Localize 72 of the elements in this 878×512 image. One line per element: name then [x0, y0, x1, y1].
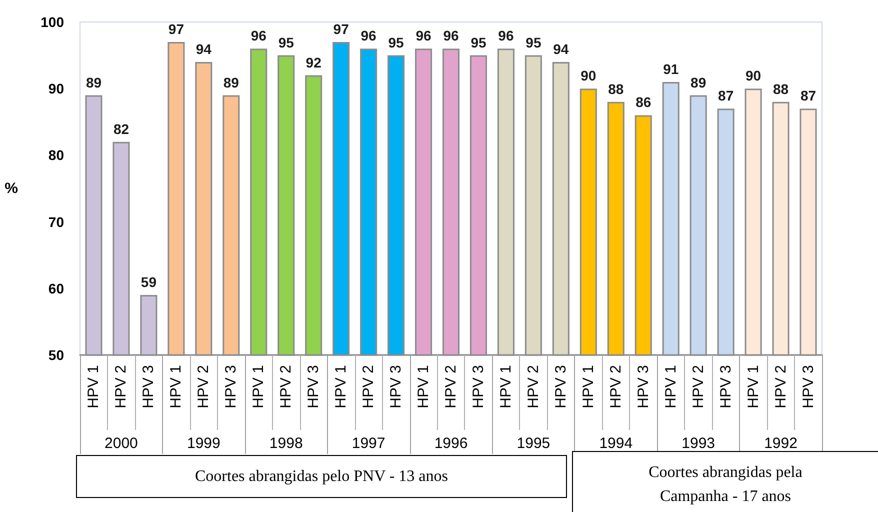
- data-label: 89: [690, 74, 706, 90]
- data-label: 59: [140, 274, 157, 290]
- data-label: 88: [772, 80, 789, 97]
- x-tick-label: HPV 2: [607, 365, 624, 408]
- text: 1997: [352, 435, 386, 452]
- data-label: 96: [360, 28, 377, 44]
- data-label: 95: [526, 34, 542, 50]
- x-tick-label: HPV 1: [744, 365, 762, 408]
- data-label: 89: [86, 74, 102, 90]
- y-tick-label: 80: [48, 147, 64, 164]
- text-box: Coortes abrangidas pela Campanha - 17 anos: [572, 451, 878, 512]
- text-box: Coortes abrangidas pelo PNV - 13 anos: [76, 455, 567, 498]
- x-tick-label: HPV 2: [112, 365, 130, 408]
- x-tick-label: HPV 3: [140, 365, 158, 408]
- y-tick-label: 90: [48, 80, 64, 97]
- x-tick-label: HPV 3: [470, 365, 487, 408]
- data-label: 96: [443, 28, 459, 44]
- y-tick-label: 60: [48, 280, 64, 296]
- data-label: 97: [333, 20, 350, 37]
- x-tick-label: HPV 2: [690, 365, 707, 408]
- data-label: 90: [746, 68, 762, 84]
- data-label: 97: [168, 20, 184, 37]
- text: 1998: [269, 435, 303, 452]
- text: 2000: [104, 435, 138, 452]
- x-tick-label: HPV 3: [800, 365, 817, 408]
- x-tick-label: HPV 1: [497, 365, 514, 408]
- data-label: 89: [223, 74, 240, 90]
- x-tick-label: HPV 2: [195, 365, 212, 408]
- x-tick-label: HPV 1: [332, 365, 350, 408]
- x-tick-label: HPV 3: [552, 365, 570, 408]
- data-label: 95: [470, 34, 486, 50]
- y-tick-label: 70: [48, 214, 64, 230]
- data-label: 88: [608, 80, 624, 97]
- x-tick-label: HPV 1: [85, 365, 102, 408]
- text: 1999: [186, 435, 220, 452]
- data-label: 94: [196, 40, 212, 57]
- x-tick-label: HPV 2: [524, 365, 542, 408]
- x-tick-label: HPV 3: [634, 365, 652, 408]
- text: 1994: [599, 435, 633, 452]
- x-tick-label: HPV 2: [772, 365, 790, 408]
- y-axis-title: %: [4, 180, 18, 197]
- x-tick-label: HPV 1: [580, 365, 597, 408]
- x-tick-label: HPV 2: [278, 365, 295, 408]
- data-label: 95: [278, 34, 294, 50]
- text: 1996: [434, 435, 468, 452]
- x-tick-label: HPV 3: [222, 365, 240, 408]
- x-tick-label: HPV 3: [717, 365, 734, 408]
- data-label: 96: [416, 28, 432, 44]
- x-tick-label: HPV 2: [442, 365, 460, 408]
- text: 1992: [764, 435, 798, 452]
- data-label: 96: [498, 28, 514, 44]
- data-label: 95: [388, 34, 404, 50]
- data-label: 92: [306, 54, 322, 70]
- x-tick-label: HPV 2: [360, 365, 378, 408]
- text: 1995: [516, 435, 550, 452]
- data-label: 87: [800, 88, 816, 104]
- data-label: 94: [553, 40, 569, 57]
- data-label: 91: [663, 60, 679, 77]
- x-tick-label: HPV 1: [250, 365, 268, 408]
- data-label: 87: [718, 88, 734, 104]
- data-label: 96: [250, 28, 267, 44]
- data-label: 82: [113, 120, 130, 137]
- x-tick-label: HPV 1: [415, 365, 432, 408]
- x-tick-label: HPV 1: [168, 365, 185, 408]
- data-label: 90: [580, 68, 596, 84]
- data-label: 86: [636, 94, 652, 110]
- y-tick-label: 100: [40, 14, 64, 30]
- x-tick-label: HPV 3: [388, 365, 405, 408]
- x-tick-label: HPV 1: [662, 365, 680, 408]
- y-tick-label: 50: [48, 347, 64, 363]
- text: 1993: [682, 435, 716, 452]
- x-tick-label: HPV 3: [305, 365, 322, 408]
